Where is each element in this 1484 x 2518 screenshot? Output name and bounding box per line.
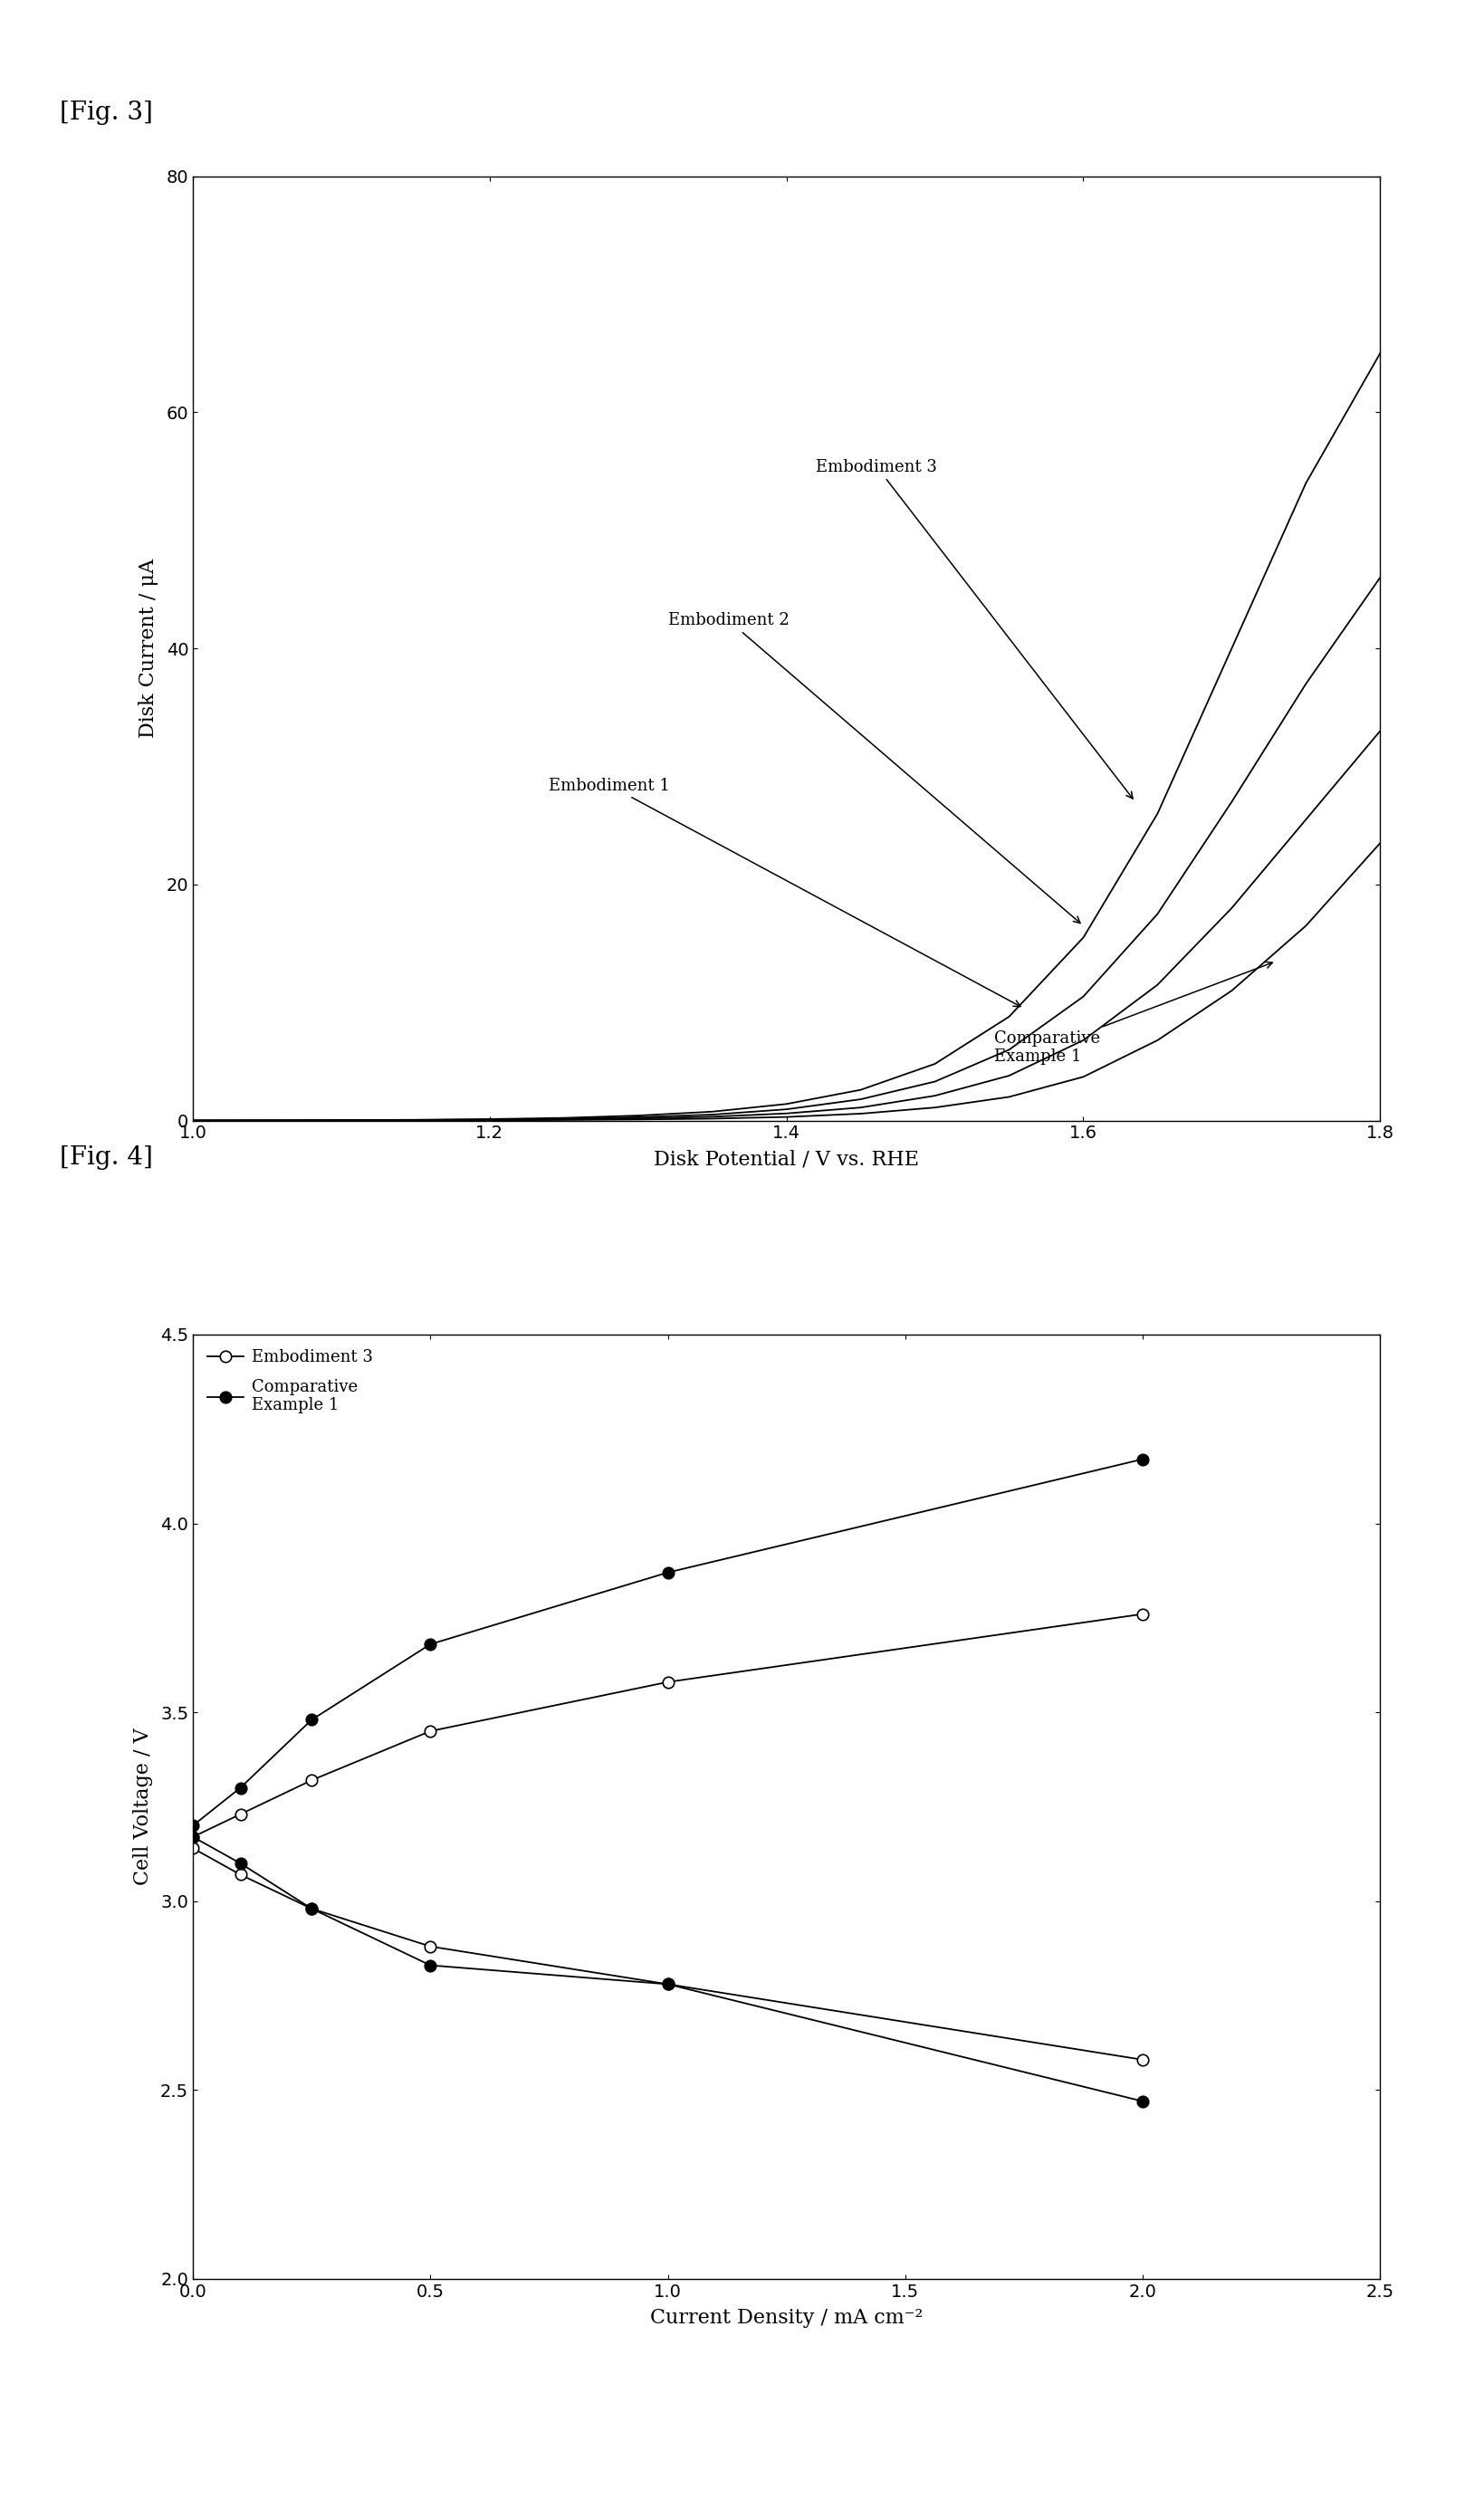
Text: Embodiment 1: Embodiment 1 bbox=[549, 778, 1021, 1007]
Legend: Embodiment 3, Comparative
Example 1: Embodiment 3, Comparative Example 1 bbox=[202, 1342, 380, 1420]
Y-axis label: Cell Voltage / V: Cell Voltage / V bbox=[134, 1727, 153, 1886]
Text: Embodiment 3: Embodiment 3 bbox=[816, 458, 1132, 798]
Text: Embodiment 2: Embodiment 2 bbox=[668, 612, 1080, 924]
X-axis label: Disk Potential / V vs. RHE: Disk Potential / V vs. RHE bbox=[654, 1151, 919, 1168]
Y-axis label: Disk Current / μA: Disk Current / μA bbox=[139, 559, 159, 738]
Text: Comparative
Example 1: Comparative Example 1 bbox=[994, 962, 1272, 1065]
Text: [Fig. 4]: [Fig. 4] bbox=[59, 1146, 153, 1171]
X-axis label: Current Density / mA cm⁻²: Current Density / mA cm⁻² bbox=[650, 2309, 923, 2327]
Text: [Fig. 3]: [Fig. 3] bbox=[59, 101, 153, 126]
